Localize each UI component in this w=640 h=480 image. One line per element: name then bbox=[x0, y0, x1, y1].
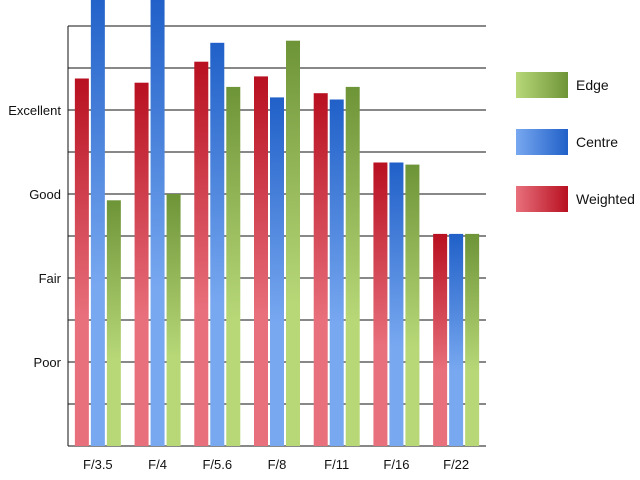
y-tick-label: Fair bbox=[39, 271, 62, 286]
bar-weighted bbox=[194, 61, 209, 446]
legend: Edge Centre Weighted bbox=[516, 72, 635, 212]
bar-centre bbox=[449, 233, 464, 446]
bar-edge bbox=[286, 40, 300, 446]
legend-swatch-centre bbox=[516, 129, 568, 155]
bar-weighted bbox=[433, 233, 448, 446]
bar-weighted bbox=[254, 76, 268, 447]
bar-centre bbox=[389, 162, 404, 446]
legend-swatch-edge bbox=[516, 72, 568, 98]
bar-edge bbox=[166, 194, 181, 446]
bar-centre bbox=[270, 97, 284, 447]
bar-weighted bbox=[313, 93, 328, 446]
bar-edge bbox=[345, 86, 360, 447]
x-axis-category-labels: F/3.5 F/4 F/5.6 F/8 F/11 F/16 F/22 bbox=[83, 457, 469, 472]
bar-weighted bbox=[134, 82, 149, 446]
y-tick-label: Poor bbox=[34, 355, 62, 370]
x-category-label: F/11 bbox=[324, 457, 349, 472]
bar-weighted bbox=[74, 78, 89, 446]
x-category-label: F/16 bbox=[383, 457, 409, 472]
x-category-label: F/4 bbox=[148, 457, 167, 472]
bar-weighted bbox=[373, 162, 388, 446]
bar-edge bbox=[106, 200, 121, 446]
bar-centre bbox=[150, 0, 165, 446]
x-category-label: F/3.5 bbox=[83, 457, 113, 472]
bar-centre bbox=[90, 0, 105, 447]
bar-centre bbox=[210, 42, 225, 447]
legend-label-edge: Edge bbox=[576, 77, 609, 93]
bar-edge bbox=[405, 164, 420, 446]
y-axis-tick-labels: Poor Fair Good Excellent bbox=[8, 103, 61, 370]
x-category-label: F/5.6 bbox=[202, 457, 232, 472]
legend-label-centre: Centre bbox=[576, 134, 618, 150]
y-tick-label: Excellent bbox=[8, 103, 61, 118]
x-category-label: F/22 bbox=[443, 457, 469, 472]
legend-label-weighted: Weighted bbox=[576, 191, 635, 207]
bars bbox=[74, 0, 480, 447]
bar-edge bbox=[465, 233, 480, 446]
bar-centre bbox=[329, 99, 344, 446]
legend-swatch-weighted bbox=[516, 186, 568, 212]
x-category-label: F/8 bbox=[268, 457, 287, 472]
bar-edge bbox=[226, 86, 241, 447]
y-tick-label: Good bbox=[29, 187, 61, 202]
